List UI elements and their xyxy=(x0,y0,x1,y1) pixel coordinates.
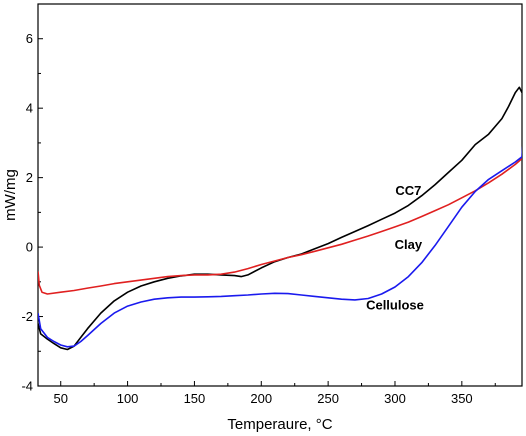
x-axis-title: Temperaure, °C xyxy=(227,416,332,433)
x-tick-label: 150 xyxy=(184,391,206,406)
x-tick-label: 100 xyxy=(117,391,139,406)
x-tick-label: 300 xyxy=(384,391,406,406)
y-tick-label: 6 xyxy=(26,31,33,46)
x-tick-label: 350 xyxy=(451,391,473,406)
x-axis: 50 100 150 200 250 300 350 xyxy=(53,381,496,406)
y-tick-label: 0 xyxy=(26,240,33,255)
series-label-clay: Clay xyxy=(395,237,423,252)
y-axis: -4 -2 0 2 4 6 xyxy=(21,3,43,394)
x-tick-label: 250 xyxy=(317,391,339,406)
y-axis-title: mW/mg xyxy=(2,169,19,221)
y-tick-label: 2 xyxy=(26,170,33,185)
series-label-cellulose: Cellulose xyxy=(366,298,424,313)
series-lines xyxy=(38,86,522,351)
series-line-cc7 xyxy=(38,86,522,351)
y-tick-label: 4 xyxy=(26,101,33,116)
y-tick-label: -2 xyxy=(21,309,33,324)
plot-frame xyxy=(37,3,523,387)
series-line-clay xyxy=(38,157,522,295)
x-tick-label: 200 xyxy=(250,391,272,406)
y-tick-label: -4 xyxy=(21,379,33,394)
series-label-cc7: CC7 xyxy=(395,183,421,198)
series-line-cellulose xyxy=(38,146,522,348)
series-labels: CC7 Clay Cellulose xyxy=(366,183,424,313)
x-tick-label: 50 xyxy=(53,391,67,406)
